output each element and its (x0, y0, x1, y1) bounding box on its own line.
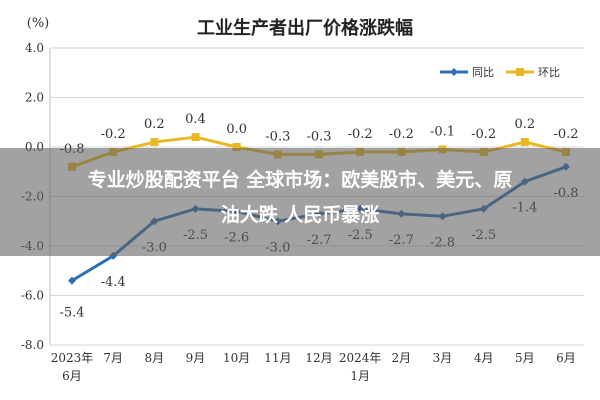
banner-headline[interactable]: 专业炒股配资平台 全球市场：欧美股市、美元、原 油大跌 人民币暴涨 (0, 163, 600, 233)
x-tick-label: 4月 (474, 351, 494, 365)
data-label: 0.2 (514, 117, 535, 132)
legend-label: 环比 (538, 66, 560, 79)
series-marker (232, 143, 241, 151)
x-axis-ticks: 2023年 6月 7月 8月 9月 10月 11月 12月 2024年 1月 2月 3月 4月 5月 6月 (51, 351, 576, 383)
legend-marker (450, 68, 458, 76)
y-tick-label: -6.0 (21, 289, 44, 303)
data-label: -0.2 (101, 127, 126, 142)
data-label: -0.2 (471, 127, 496, 142)
series-marker (191, 133, 200, 142)
x-tick-label: 11月 (264, 351, 291, 365)
series-marker (68, 276, 76, 285)
y-axis-unit: (%) (27, 16, 50, 31)
data-label: -4.4 (101, 275, 126, 290)
x-tick-label: 9月 (186, 351, 206, 365)
legend: 同比 环比 (440, 66, 560, 79)
data-label: -0.3 (306, 129, 331, 144)
series-marker (150, 138, 159, 147)
x-tick-label: 5月 (515, 351, 535, 365)
banner-line-1: 专业炒股配资平台 全球市场：欧美股市、美元、原 (87, 169, 513, 191)
y-tick-label: 2.0 (25, 91, 44, 105)
x-tick-label: 7月 (103, 351, 123, 365)
x-tick-label: 2023年 6月 (51, 351, 94, 383)
x-tick-label: 8月 (145, 351, 165, 365)
banner-line-2: 油大跌 人民币暴涨 (220, 204, 380, 226)
x-tick-label: 2024年 1月 (339, 351, 382, 383)
legend-marker (516, 68, 524, 76)
data-label: -0.1 (430, 124, 455, 139)
data-label: -0.2 (553, 127, 578, 142)
y-tick-label: 4.0 (25, 41, 44, 55)
series-marker (520, 138, 529, 147)
x-tick-label: 2月 (392, 351, 412, 365)
x-tick-label: 3月 (433, 351, 453, 365)
x-tick-label: 6月 (556, 351, 576, 365)
data-label: -0.2 (348, 127, 373, 142)
y-tick-label: -8.0 (21, 338, 44, 352)
banner-overlay (0, 148, 600, 256)
data-label: 0.2 (144, 117, 165, 132)
data-label: -5.4 (59, 306, 84, 321)
chart-title: 工业生产者出厂价格涨跌幅 (197, 17, 413, 39)
x-tick-label: 12月 (305, 351, 332, 365)
x-tick-label: 10月 (223, 351, 250, 365)
legend-label: 同比 (472, 66, 494, 79)
data-label: 0.0 (226, 122, 247, 137)
data-label: 0.4 (185, 112, 206, 127)
data-label: -0.3 (265, 129, 290, 144)
data-label: -0.2 (389, 127, 414, 142)
